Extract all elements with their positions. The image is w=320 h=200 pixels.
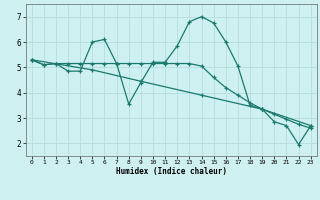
X-axis label: Humidex (Indice chaleur): Humidex (Indice chaleur) — [116, 167, 227, 176]
